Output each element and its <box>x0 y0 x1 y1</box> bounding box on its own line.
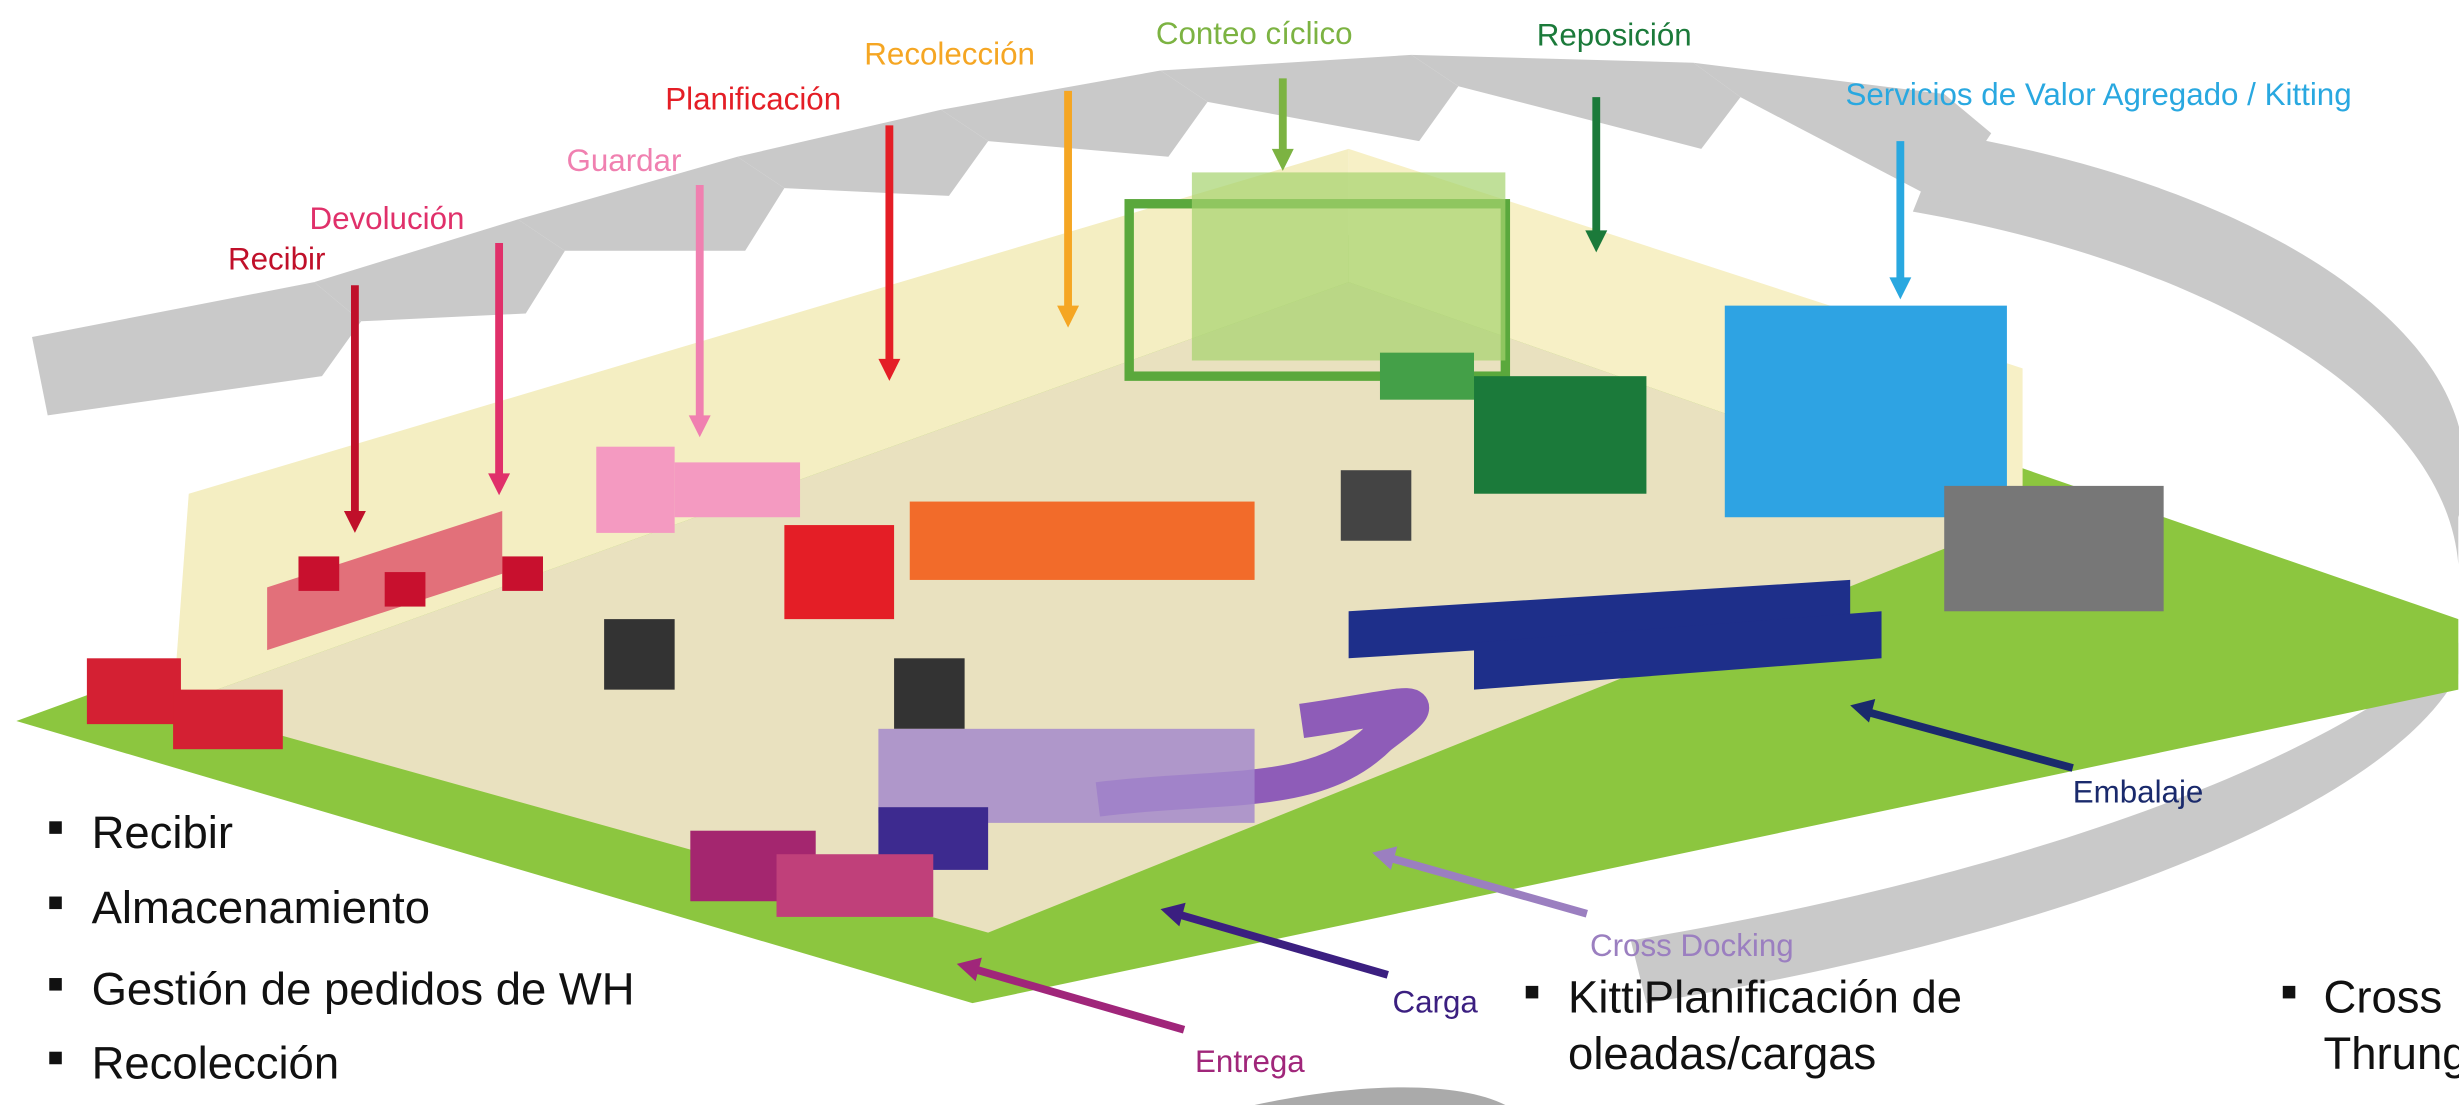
right-list: Cross Thrung <box>2283 972 2459 1079</box>
process-label: Devolución <box>309 201 464 236</box>
process-label: Guardar <box>567 143 682 178</box>
list-item: Cross <box>2324 972 2443 1023</box>
process-label: Entrega <box>1195 1044 1305 1079</box>
list-item: oleadas/cargas <box>1568 1028 1876 1079</box>
process-label: Carga <box>1393 985 1479 1020</box>
middle-list: KittiPlanificación de oleadas/cargas <box>1526 972 1962 1079</box>
process-label: Reposición <box>1537 17 1692 52</box>
list-item: Gestión de pedidos de WH <box>92 964 635 1015</box>
process-label: Planificación <box>665 82 841 117</box>
page: {"labels": ["Recibir", "Devolución", "Gu… <box>0 0 2459 1105</box>
list-item: Thrung <box>2324 1028 2459 1079</box>
process-label: Recolección <box>864 36 1035 71</box>
list-item: Recolección <box>92 1037 340 1088</box>
process-label: Servicios de Valor Agregado / Kitting <box>1845 77 2351 112</box>
list-item: Almacenamiento <box>92 882 430 933</box>
process-label: Embalaje <box>2073 774 2204 809</box>
list-item: Recibir <box>92 807 233 858</box>
process-label: Recibir <box>228 242 326 277</box>
list-item: KittiPlanificación de <box>1568 972 1962 1023</box>
process-label: Conteo cíclico <box>1156 16 1353 51</box>
process-label: Cross Docking <box>1590 928 1794 963</box>
warehouse-diagram: Recibir Devolución Guardar Planificación… <box>0 0 2459 1105</box>
